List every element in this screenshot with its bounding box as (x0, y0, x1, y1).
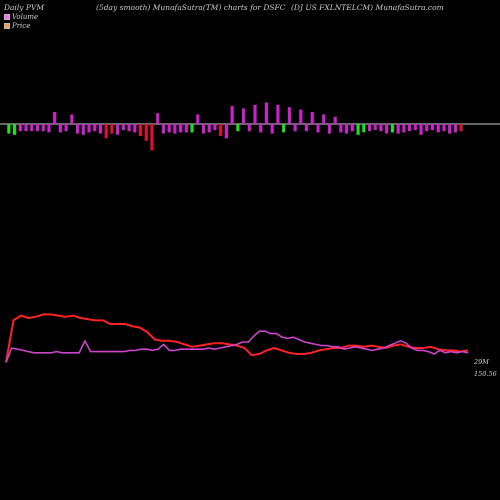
pvm-bar (390, 124, 395, 133)
pvm-bar (299, 109, 303, 124)
pvm-bar (53, 112, 57, 124)
pvm-bar (264, 102, 269, 124)
volume-end-label: 29M (474, 358, 489, 366)
pvm-bar (224, 124, 228, 139)
pvm-bar (236, 124, 240, 132)
pvm-bar (167, 124, 171, 133)
pvm-bar (64, 124, 68, 132)
legend-item-volume: Volume (4, 13, 38, 21)
legend-swatch-price (4, 23, 10, 29)
pvm-bar (98, 124, 103, 134)
pvm-bar (196, 114, 200, 124)
pvm-bar (207, 124, 211, 133)
pvm-bar (150, 124, 154, 151)
legend-swatch-volume (4, 14, 10, 20)
pvm-bar (408, 124, 412, 132)
pvm-bar (116, 124, 120, 135)
pvm-bar (293, 124, 297, 132)
pvm-bar (179, 124, 183, 133)
pvm-bar (7, 124, 11, 134)
pvm-bar (190, 124, 194, 133)
legend-label-volume: Volume (12, 13, 39, 21)
pvm-bar (345, 124, 349, 134)
pvm-bar (219, 124, 223, 136)
pvm-bar (81, 124, 85, 135)
pvm-bar (70, 114, 74, 124)
pvm-bar (133, 124, 137, 133)
pvm-bar (425, 124, 429, 132)
pvm-bar (339, 124, 343, 133)
pvm-bar (459, 124, 463, 132)
pvm-bar (30, 124, 34, 132)
pvm-bar (201, 124, 206, 134)
chart-header-title: (5day smooth) MunafaSutra(TM) charts for… (96, 3, 286, 12)
chart-header-source: (DJ US FXLNTELCM) MunafaSutra.com (291, 3, 444, 12)
pvm-bar (247, 124, 251, 132)
pvm-bar (161, 124, 166, 134)
pvm-bar (87, 124, 91, 133)
pvm-bar (413, 124, 417, 130)
volume-line (5, 330, 469, 363)
pvm-bar (104, 124, 108, 139)
pvm-bar (419, 124, 423, 135)
pvm-bar (253, 104, 257, 124)
pvm-bar (385, 124, 389, 134)
pvm-bar (356, 124, 360, 135)
pvm-bar (13, 124, 17, 135)
pvm-bar (333, 116, 337, 124)
price-end-label: 150.56 (474, 370, 497, 378)
pvm-bar (316, 124, 320, 133)
pvm-bar (138, 124, 143, 136)
price-line (5, 313, 469, 363)
pvm-bar (213, 124, 217, 130)
legend-label-price: Price (12, 22, 31, 30)
chart-header-left: Daily PVM (4, 3, 45, 12)
pvm-bar (18, 124, 22, 132)
pvm-bar (156, 113, 160, 124)
pvm-bar (184, 124, 188, 133)
pvm-bar (173, 124, 177, 134)
pvm-bar (453, 124, 457, 133)
pvm-bar (282, 124, 286, 133)
pvm-bar (373, 124, 377, 130)
pvm-bar (41, 124, 45, 132)
pvm-bar (436, 124, 440, 133)
pvm-bar (270, 124, 274, 134)
pvm-bar (327, 124, 332, 134)
pvm-bar (75, 124, 80, 134)
pvm-bar (47, 124, 51, 133)
pvm-bar (35, 124, 40, 132)
pvm-bar (242, 108, 246, 124)
pvm-bar (430, 124, 435, 130)
pvm-bar (287, 107, 291, 124)
pvm-bar (276, 104, 280, 124)
pvm-bar (58, 124, 62, 133)
pvm-bar (442, 124, 446, 132)
pvm-bar (110, 124, 114, 134)
pvm-bar (362, 124, 366, 133)
pvm-bar (127, 124, 131, 132)
pvm-bar (24, 124, 28, 132)
pvm-bar (144, 124, 148, 141)
pvm-bar (259, 124, 263, 133)
pvm-bar (367, 124, 372, 132)
legend-item-price: Price (4, 22, 30, 30)
pvm-bar (322, 114, 326, 124)
pvm-bar (379, 124, 383, 132)
pvm-bar (93, 124, 97, 132)
pvm-bar (448, 124, 452, 134)
pvm-bar (121, 124, 125, 130)
pvm-bar (230, 106, 234, 124)
pvm-bar (310, 112, 314, 124)
pvm-bar (396, 124, 400, 134)
pvm-bar (304, 124, 309, 132)
pvm-bar (350, 124, 354, 132)
pvm-bar (402, 124, 406, 133)
